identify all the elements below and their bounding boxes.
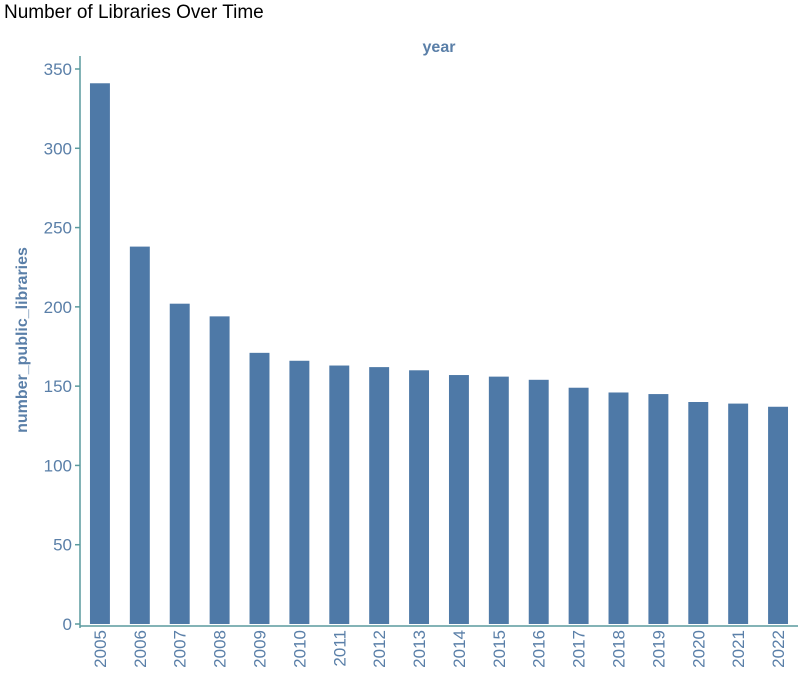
bar-2018 bbox=[608, 392, 629, 624]
bar-2011 bbox=[329, 365, 350, 624]
bar-2015 bbox=[488, 376, 509, 624]
x-tick-label-2019: 2019 bbox=[649, 630, 668, 668]
x-tick-label-2009: 2009 bbox=[251, 630, 270, 668]
y-tick-label-100: 100 bbox=[44, 456, 72, 475]
x-tick-label-2011: 2011 bbox=[330, 630, 349, 667]
bar-2021 bbox=[728, 403, 749, 624]
bar-2020 bbox=[688, 402, 709, 624]
x-tick-label-2005: 2005 bbox=[91, 630, 110, 668]
x-tick-label-2012: 2012 bbox=[370, 630, 389, 668]
y-tick-label-250: 250 bbox=[44, 219, 72, 238]
bar-2010 bbox=[289, 360, 310, 624]
x-tick-label-2021: 2021 bbox=[729, 630, 748, 668]
x-tick-label-2020: 2020 bbox=[689, 630, 708, 668]
bar-2016 bbox=[528, 379, 549, 624]
bar-2006 bbox=[129, 246, 150, 624]
y-tick-label-350: 350 bbox=[44, 60, 72, 79]
x-tick-label-2015: 2015 bbox=[490, 630, 509, 668]
y-tick-label-50: 50 bbox=[53, 536, 72, 555]
bars-group bbox=[89, 83, 789, 624]
chart-title: Number of Libraries Over Time bbox=[4, 2, 264, 23]
y-axis-title: number_public_libraries bbox=[14, 247, 31, 433]
y-axis: 0 50 100 150 200 250 300 350 bbox=[44, 56, 81, 634]
x-tick-label-2018: 2018 bbox=[610, 630, 629, 668]
y-tick-label-0: 0 bbox=[63, 615, 72, 634]
y-tick-label-150: 150 bbox=[44, 377, 72, 396]
x-tick-label-2017: 2017 bbox=[570, 630, 589, 668]
x-tick-label-2022: 2022 bbox=[769, 630, 788, 668]
bar-2012 bbox=[369, 367, 390, 624]
x-tick-label-2008: 2008 bbox=[211, 630, 230, 668]
x-tick-label-2010: 2010 bbox=[290, 630, 309, 668]
bar-2019 bbox=[648, 394, 669, 624]
y-tick-label-300: 300 bbox=[44, 139, 72, 158]
bar-2007 bbox=[169, 303, 190, 624]
x-axis-title: year bbox=[423, 39, 456, 56]
x-tick-label-2007: 2007 bbox=[171, 630, 190, 668]
bar-2005 bbox=[89, 83, 110, 624]
bar-2008 bbox=[209, 316, 230, 624]
x-tick-label-2014: 2014 bbox=[450, 630, 469, 668]
x-tick-label-2006: 2006 bbox=[131, 630, 150, 668]
y-tick-label-200: 200 bbox=[44, 298, 72, 317]
bar-2009 bbox=[249, 352, 270, 624]
x-tick-label-2016: 2016 bbox=[530, 630, 549, 668]
x-axis: 2005 2006 2007 2008 2009 2010 2011 2012 2013 2014… bbox=[80, 625, 798, 668]
bar-2013 bbox=[409, 370, 430, 624]
bar-2014 bbox=[448, 375, 469, 624]
bar-2017 bbox=[568, 387, 589, 624]
bar-2022 bbox=[768, 406, 789, 624]
x-tick-label-2013: 2013 bbox=[410, 630, 429, 668]
